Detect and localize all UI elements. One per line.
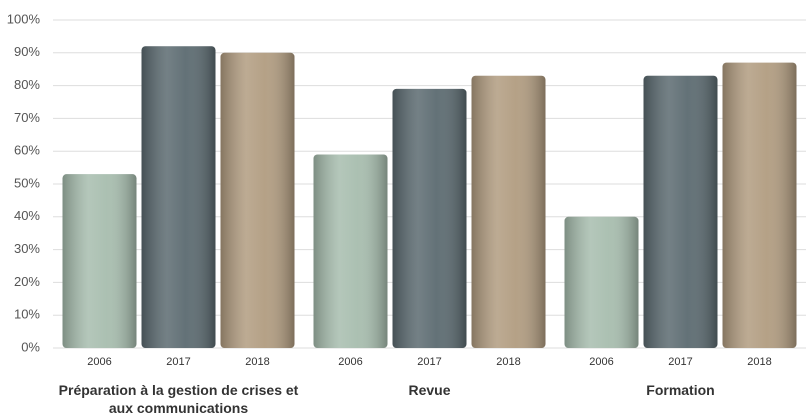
bar-shade (220, 52, 295, 349)
y-tick-label: 40% (14, 208, 40, 223)
x-tick-label: 2017 (166, 356, 190, 368)
bar-shade (313, 154, 388, 348)
bar-shade (471, 75, 546, 348)
bar-shade (643, 75, 718, 348)
y-tick-label: 100% (7, 11, 41, 26)
bar-shade (62, 174, 137, 348)
y-tick-label: 20% (14, 274, 40, 289)
x-tick-label: 2017 (668, 356, 692, 368)
bar-shade (141, 46, 216, 349)
x-tick-label: 2018 (245, 356, 269, 368)
group-label: Revue (408, 382, 451, 398)
y-tick-label: 60% (14, 143, 40, 158)
bar-shade (564, 216, 639, 348)
y-tick-label: 70% (14, 110, 40, 125)
y-tick-label: 10% (14, 307, 40, 322)
y-tick-label: 0% (21, 339, 40, 354)
group-label: Formation (646, 382, 715, 398)
bar-shade (392, 88, 467, 348)
y-tick-label: 30% (14, 241, 40, 256)
x-tick-label: 2006 (338, 356, 362, 368)
x-tick-label: 2006 (589, 356, 613, 368)
bar-shade (722, 62, 797, 348)
y-tick-label: 80% (14, 77, 40, 92)
x-tick-label: 2018 (747, 356, 771, 368)
y-tick-label: 50% (14, 175, 40, 190)
x-tick-label: 2017 (417, 356, 441, 368)
group-label: Préparation à la gestion de crises et au… (58, 382, 299, 416)
y-tick-label: 90% (14, 44, 40, 59)
x-tick-label: 2006 (87, 356, 111, 368)
x-tick-label: 2018 (496, 356, 520, 368)
